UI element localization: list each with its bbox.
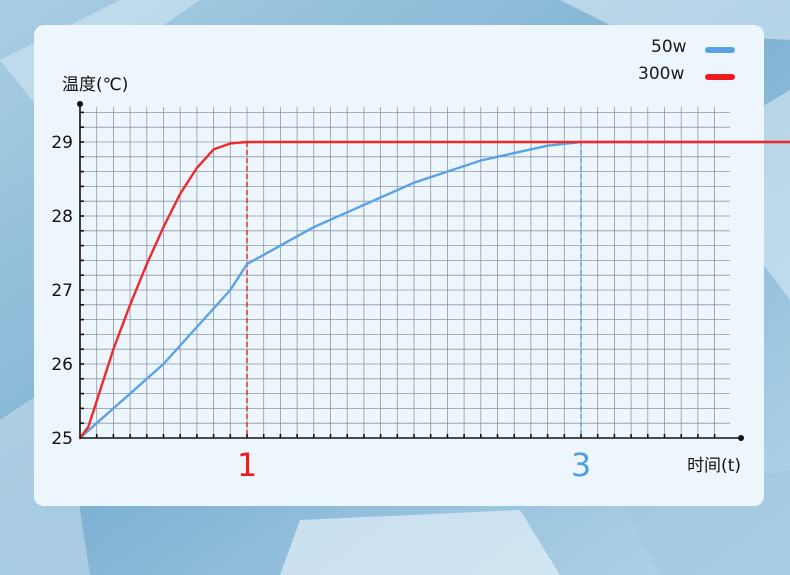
- series-line-50w: [78, 140, 790, 440]
- legend-300w-label: 300w: [638, 64, 685, 84]
- series-line-300w: [78, 140, 790, 440]
- y-axis-title: 温度(℃): [62, 75, 128, 95]
- y-tick-label: 29: [51, 133, 73, 153]
- x-axis-end-dot: [738, 435, 744, 441]
- y-axis-end-dot: [77, 101, 83, 107]
- y-tick-label: 25: [51, 429, 73, 449]
- x-axis-title: 时间(t): [687, 456, 741, 476]
- legend-50w-label: 50w: [651, 37, 687, 57]
- axis-labels-layer: 1 3 25 26 27 28 29 温度(℃) 时间(t): [51, 75, 741, 484]
- marker-label-1: 1: [237, 446, 257, 484]
- grid: [80, 107, 730, 438]
- y-tick-label: 27: [51, 281, 73, 301]
- series-layer: [78, 140, 790, 440]
- chart-card: [34, 25, 764, 506]
- y-tick-label: 26: [51, 355, 73, 375]
- legend-300w-swatch: [705, 74, 735, 80]
- axes: [77, 101, 744, 441]
- reference-lines: [246, 142, 582, 438]
- marker-label-3: 3: [571, 446, 591, 484]
- legend-50w-swatch: [705, 47, 735, 53]
- y-tick-label: 28: [51, 207, 73, 227]
